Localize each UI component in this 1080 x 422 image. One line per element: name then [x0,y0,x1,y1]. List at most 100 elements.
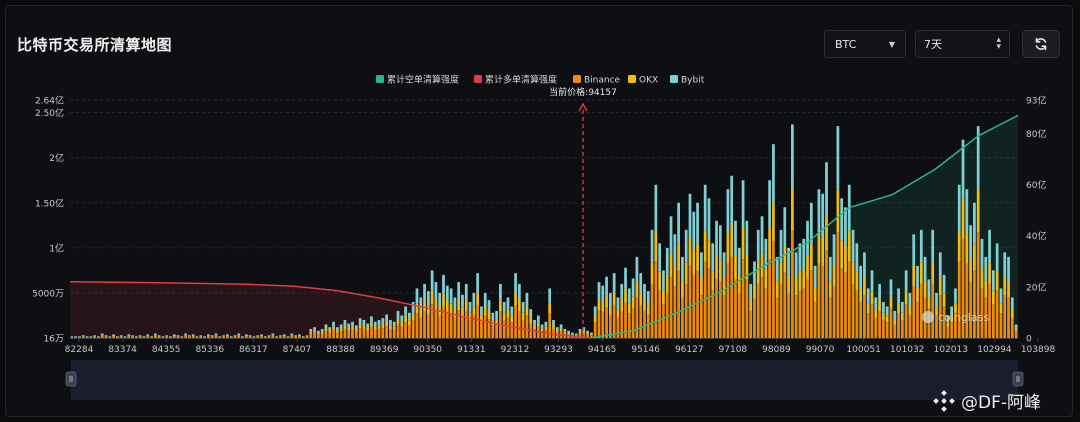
bar-bybit [817,189,821,234]
bar-bybit [464,283,468,301]
legend-label: 累计多单清算强度 [485,74,557,86]
bar-binance [688,265,692,338]
bar-bybit [840,198,844,241]
bar-binance [673,286,677,338]
bar-binance [430,304,434,338]
bar-bybit [863,252,866,279]
bar-bybit [510,306,514,316]
bar-bybit [385,314,388,322]
bar-bybit [836,126,840,190]
bar-okx [916,287,919,302]
bar-bybit [760,216,764,253]
bar-okx [426,305,430,315]
bar-okx [354,329,358,332]
bar-binance [222,336,225,338]
bar-binance [305,336,309,338]
bar-binance [840,268,844,338]
bar-binance [89,337,93,338]
bar-binance [870,304,874,338]
bar-binance [931,283,935,338]
caret-down-icon: ▼ [888,39,895,49]
bar-okx [616,309,620,318]
bar-okx [214,334,218,336]
bar-binance [684,283,688,338]
bar-binance [161,337,165,338]
bar-binance [282,336,286,338]
bar-binance [301,337,305,338]
bar-bybit [282,334,286,336]
bar-bybit [237,333,241,335]
bar-binance [309,333,313,338]
bar-okx [851,262,855,284]
bar-bybit [859,265,862,288]
bar-okx [502,312,506,320]
bar-okx [825,214,828,251]
bar-binance [980,288,984,338]
bar-okx [555,330,559,333]
bar-binance [851,283,855,338]
bar-bybit [654,184,658,231]
bar-bybit [783,207,787,247]
bar-bybit [658,243,662,272]
bar-okx [324,328,328,332]
bar-okx [499,300,502,311]
bar-binance [210,336,214,338]
bar-bybit [472,292,476,307]
bar-binance [593,322,597,338]
bar-okx [840,240,844,269]
bar-okx [756,262,760,284]
bar-binance [335,332,339,338]
bar-bybit [741,180,745,228]
bar-bybit [942,274,946,294]
legend-label: Bybit [681,76,705,86]
bar-okx [718,259,722,282]
bar-binance [191,336,195,338]
bar-binance [370,327,373,338]
bar-bybit [775,256,779,282]
bar-binance [631,308,635,338]
bar-okx [377,325,381,329]
bar-okx [536,322,540,327]
bar-bybit [608,292,612,307]
bar-binance [863,295,866,338]
bar-bybit [525,292,529,307]
bar-okx [153,334,157,336]
bar-binance [737,292,741,338]
bar-bybit [533,319,536,326]
bar-binance [855,290,859,338]
range-handle-left[interactable] [65,371,77,387]
bar-bybit [650,229,654,263]
bar-binance [946,326,950,338]
bar-okx [112,335,115,337]
bar-okx [855,271,859,291]
bar-binance [294,336,297,338]
bar-binance [385,326,388,338]
bar-bybit [715,220,718,256]
bar-binance [798,290,802,338]
bar-binance [218,337,222,338]
coin-select[interactable]: BTC ▼ [824,30,906,58]
bar-okx [912,265,916,287]
bar-binance [480,322,483,338]
bar-bybit [882,301,885,313]
bar-binance [85,337,89,338]
bar-binance [517,310,521,338]
bar-binance [825,250,828,338]
bar-okx [237,334,241,336]
bar-binance [453,317,457,338]
bar-okx [81,336,85,337]
bar-okx [256,336,260,337]
period-select[interactable]: 7天 ▴ ▾ [915,30,1010,58]
bar-binance [275,337,279,338]
bar-okx [188,336,191,337]
bar-okx [999,303,1003,314]
range-handle-right[interactable] [1012,371,1024,387]
bar-okx [191,335,195,337]
bar-binance [343,328,347,338]
bar-okx [646,305,650,315]
bar-binance [897,313,900,338]
bar-bybit [718,225,722,260]
bar-binance [423,310,426,338]
bar-bybit [146,334,150,336]
refresh-button[interactable] [1022,30,1060,58]
